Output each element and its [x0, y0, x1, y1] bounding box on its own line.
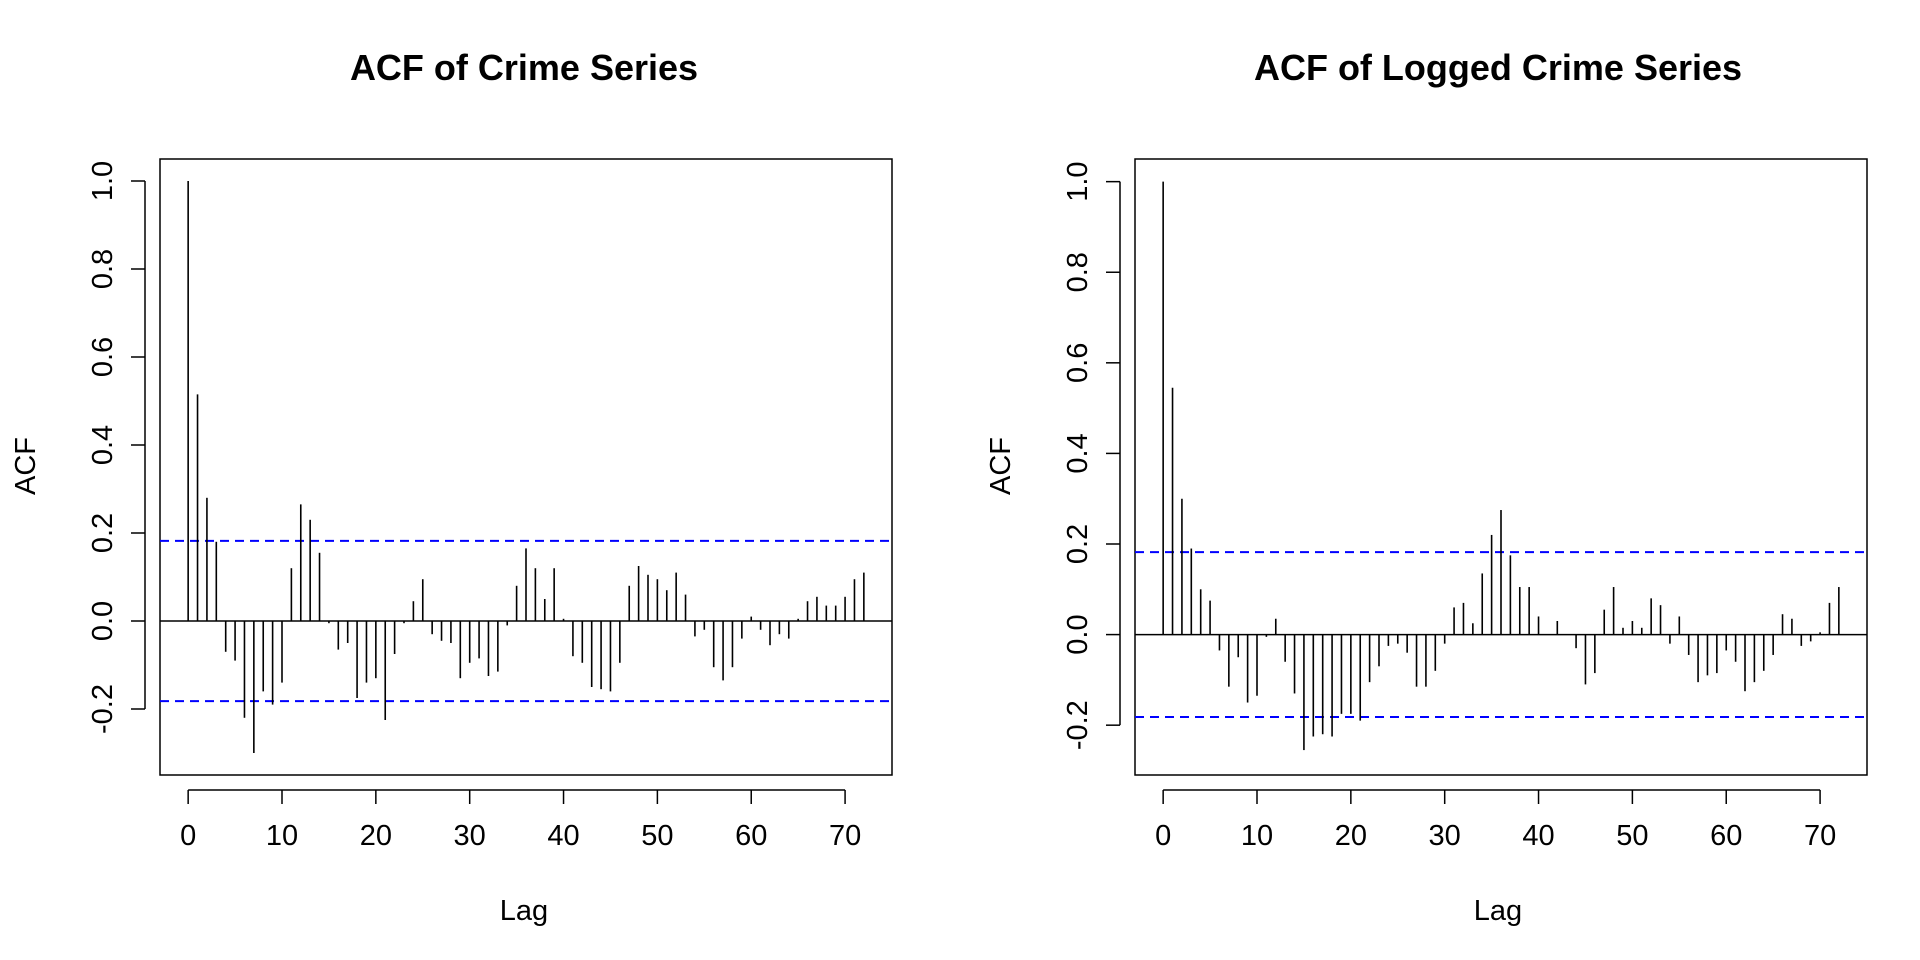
- acf-crime-plot-area: 0 10 20 30 40 50 60 70 -0.2 0.0 0.2 0.4 0.6 0.8 1.0: [87, 158, 893, 852]
- y-axis-label: ACF: [985, 437, 1017, 495]
- y-tick-label: 0.2: [1062, 524, 1094, 564]
- plot-frame: [1134, 158, 1868, 776]
- x-tick-label: 70: [1804, 820, 1836, 852]
- y-tick-label: 0.6: [1062, 343, 1094, 383]
- x-tick-label: 50: [1616, 820, 1648, 852]
- plot-frame: [159, 158, 893, 776]
- x-tick-label: 40: [547, 820, 579, 852]
- x-tick-label: 20: [360, 820, 392, 852]
- y-tick-label: 0.4: [1062, 433, 1094, 473]
- chart-title: ACF of Logged Crime Series: [1254, 47, 1742, 88]
- y-axis-label: ACF: [10, 437, 42, 495]
- y-tick-label: 0.0: [1062, 614, 1094, 654]
- x-tick-label: 40: [1522, 820, 1554, 852]
- x-tick-label: 50: [641, 820, 673, 852]
- y-tick-label: -0.2: [87, 684, 119, 734]
- x-tick-label: 10: [266, 820, 298, 852]
- y-tick-label: 1.0: [1062, 161, 1094, 201]
- y-tick-label: 0.6: [87, 337, 119, 377]
- chart-title: ACF of Crime Series: [350, 47, 698, 88]
- x-tick-label: 60: [1710, 820, 1742, 852]
- y-tick-label: 1.0: [87, 161, 119, 201]
- x-axis-label: Lag: [1474, 895, 1522, 927]
- x-tick-label: 20: [1335, 820, 1367, 852]
- y-tick-label: 0.4: [87, 425, 119, 465]
- y-tick-label: -0.2: [1062, 700, 1094, 750]
- y-tick-label: 0.2: [87, 513, 119, 553]
- x-tick-label: 10: [1241, 820, 1273, 852]
- acf-logged-crime-plot-area: 0 10 20 30 40 50 60 70 -0.2 0.0 0.2 0.4 0.6 0.8 1.0: [1062, 158, 1868, 852]
- acf-crime-panel: ACF of Crime Series ACF Lag 0 10 20 30 40 50 6…: [10, 47, 893, 927]
- y-tick-label: 0.8: [1062, 252, 1094, 292]
- y-tick-label: 0.0: [87, 601, 119, 641]
- y-tick-label: 0.8: [87, 249, 119, 289]
- x-tick-label: 30: [1429, 820, 1461, 852]
- x-tick-label: 0: [180, 820, 196, 852]
- x-tick-label: 30: [454, 820, 486, 852]
- x-tick-label: 0: [1155, 820, 1171, 852]
- x-axis-label: Lag: [500, 895, 548, 927]
- x-tick-label: 70: [829, 820, 861, 852]
- acf-logged-crime-panel: ACF of Logged Crime Series ACF Lag 0 10 20…: [985, 47, 1868, 927]
- x-tick-label: 60: [735, 820, 767, 852]
